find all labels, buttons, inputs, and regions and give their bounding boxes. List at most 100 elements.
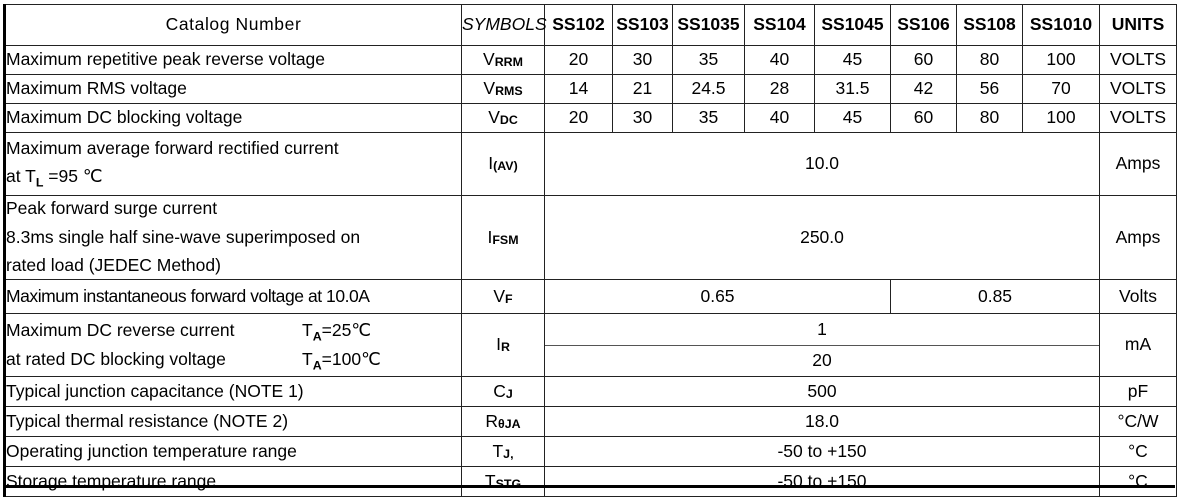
row-value: 42 <box>890 74 957 104</box>
row-stacked-value-100c: 20 <box>812 350 832 371</box>
row-symbol: VF <box>461 279 545 314</box>
maximum-ratings-table: Catalog Number SYMBOLS SS102 SS103 SS103… <box>3 4 1177 497</box>
row-split-value-low: 0.65 <box>544 279 891 314</box>
row-condition: TA=100℃ <box>302 348 381 373</box>
symbol-base: V <box>493 285 506 306</box>
row-merged-value: 10.0 <box>544 132 1100 196</box>
row-description-line: Peak forward surge current <box>6 198 218 219</box>
row-value: 40 <box>744 103 815 133</box>
row-value: 80 <box>956 103 1023 133</box>
row-description: Maximum instantaneous forward voltage at… <box>4 279 462 314</box>
row-merged-value: 18.0 <box>544 406 1100 437</box>
symbol-base: C <box>493 380 506 401</box>
table-header-row: Catalog Number SYMBOLS SS102 SS103 SS103… <box>4 4 1177 46</box>
row-description-line: rated load (JEDEC Method) <box>6 255 221 276</box>
symbol-subscript: RRM <box>494 55 523 70</box>
symbol-subscript: FSM <box>492 232 519 247</box>
row-units: Volts <box>1099 279 1177 314</box>
row-merged-value: -50 to +150 <box>544 466 1100 497</box>
table-row: Maximum average forward rectified curren… <box>4 132 1177 196</box>
row-symbol: CJ <box>461 376 545 407</box>
row-units: Amps <box>1099 132 1177 196</box>
header-part-ss1035: SS1035 <box>672 4 745 46</box>
row-units: pF <box>1099 376 1177 407</box>
row-merged-value: 250.0 <box>544 195 1100 280</box>
header-part-ss103: SS103 <box>612 4 673 46</box>
row-stacked-value-25c: 1 <box>545 314 1099 346</box>
symbol-base: R <box>485 410 499 431</box>
row-value: 28 <box>744 74 815 104</box>
table-row: Typical junction capacitance (NOTE 1) CJ… <box>4 376 1177 407</box>
row-condition: TA=25℃ <box>302 320 371 344</box>
header-part-ss1045: SS1045 <box>814 4 891 46</box>
row-description-line: at rated DC blocking voltage TA=100℃ <box>6 348 381 373</box>
row-description-line: 8.3ms single half sine-wave superimposed… <box>6 226 361 247</box>
row-symbol: IR <box>461 313 545 377</box>
symbol-subscript: STG <box>495 476 522 491</box>
row-value: 70 <box>1022 74 1100 104</box>
symbol-base: V <box>488 107 500 128</box>
header-catalog-number: Catalog Number <box>4 4 462 46</box>
header-part-ss108: SS108 <box>956 4 1023 46</box>
row-units: Amps <box>1099 195 1177 280</box>
table-row: Maximum DC reverse current TA=25℃ at rat… <box>4 313 1177 377</box>
row-description-line: Maximum DC reverse current TA=25℃ <box>6 320 371 344</box>
table-row: Maximum repetitive peak reverse voltage … <box>4 45 1177 75</box>
row-units: VOLTS <box>1099 103 1177 133</box>
header-symbols: SYMBOLS <box>461 4 547 46</box>
row-stacked-values: 1 20 <box>544 313 1100 377</box>
row-symbol: TJ, <box>461 436 545 467</box>
symbol-subscript: F <box>505 291 513 306</box>
symbol-base: I <box>488 153 494 174</box>
row-merged-value: 500 <box>544 376 1100 407</box>
row-value: 31.5 <box>814 74 891 104</box>
row-units: °C <box>1099 466 1177 497</box>
table-row: Operating junction temperature range TJ,… <box>4 436 1177 467</box>
symbol-base: T <box>484 470 496 491</box>
symbol-subscript: DC <box>499 113 518 128</box>
row-value: 21 <box>612 74 673 104</box>
row-value: 100 <box>1022 103 1100 133</box>
row-value: 45 <box>814 45 891 75</box>
row-value: 45 <box>814 103 891 133</box>
row-symbol: VDC <box>461 103 545 133</box>
header-part-ss106: SS106 <box>890 4 957 46</box>
symbol-subscript: θJA <box>498 416 521 431</box>
header-part-ss1010: SS1010 <box>1022 4 1100 46</box>
row-value: 35 <box>672 103 745 133</box>
row-symbol: VRRM <box>461 45 545 75</box>
symbol-subscript: R <box>500 340 510 355</box>
datasheet-spec-table-page: Catalog Number SYMBOLS SS102 SS103 SS103… <box>0 4 1177 497</box>
symbol-base: I <box>487 226 493 247</box>
row-units: mA <box>1099 313 1177 377</box>
row-units: °C <box>1099 436 1177 467</box>
row-value: 20 <box>544 45 613 75</box>
header-part-ss104: SS104 <box>744 4 815 46</box>
header-units: UNITS <box>1099 4 1177 46</box>
table-row: Peak forward surge current 8.3ms single … <box>4 195 1177 280</box>
row-value: 35 <box>672 45 745 75</box>
row-description: Storage temperature range <box>4 466 462 497</box>
row-description: Maximum average forward rectified curren… <box>4 132 462 196</box>
row-value: 30 <box>612 45 673 75</box>
row-value: 56 <box>956 74 1023 104</box>
row-description: Maximum RMS voltage <box>4 74 462 104</box>
table-row: Maximum DC blocking voltage VDC 20 30 35… <box>4 103 1177 133</box>
header-part-ss102: SS102 <box>544 4 613 46</box>
table-row: Typical thermal resistance (NOTE 2) RθJA… <box>4 406 1177 437</box>
symbol-subscript: (AV) <box>493 159 518 174</box>
symbol-subscript: J <box>505 386 513 401</box>
row-value: 40 <box>744 45 815 75</box>
row-merged-value: -50 to +150 <box>544 436 1100 467</box>
table-row: Maximum RMS voltage VRMS 14 21 24.5 28 3… <box>4 74 1177 104</box>
row-value: 100 <box>1022 45 1100 75</box>
row-description: Maximum repetitive peak reverse voltage <box>4 45 462 75</box>
row-description-line: Maximum average forward rectified curren… <box>6 137 339 158</box>
symbol-subscript: RMS <box>495 84 523 99</box>
row-description: Operating junction temperature range <box>4 436 462 467</box>
symbol-subscript: J, <box>503 446 514 461</box>
row-symbol: VRMS <box>461 74 545 104</box>
row-value: 80 <box>956 45 1023 75</box>
table-bottom-rule <box>3 485 1175 488</box>
row-description: Maximum DC reverse current TA=25℃ at rat… <box>4 313 462 377</box>
